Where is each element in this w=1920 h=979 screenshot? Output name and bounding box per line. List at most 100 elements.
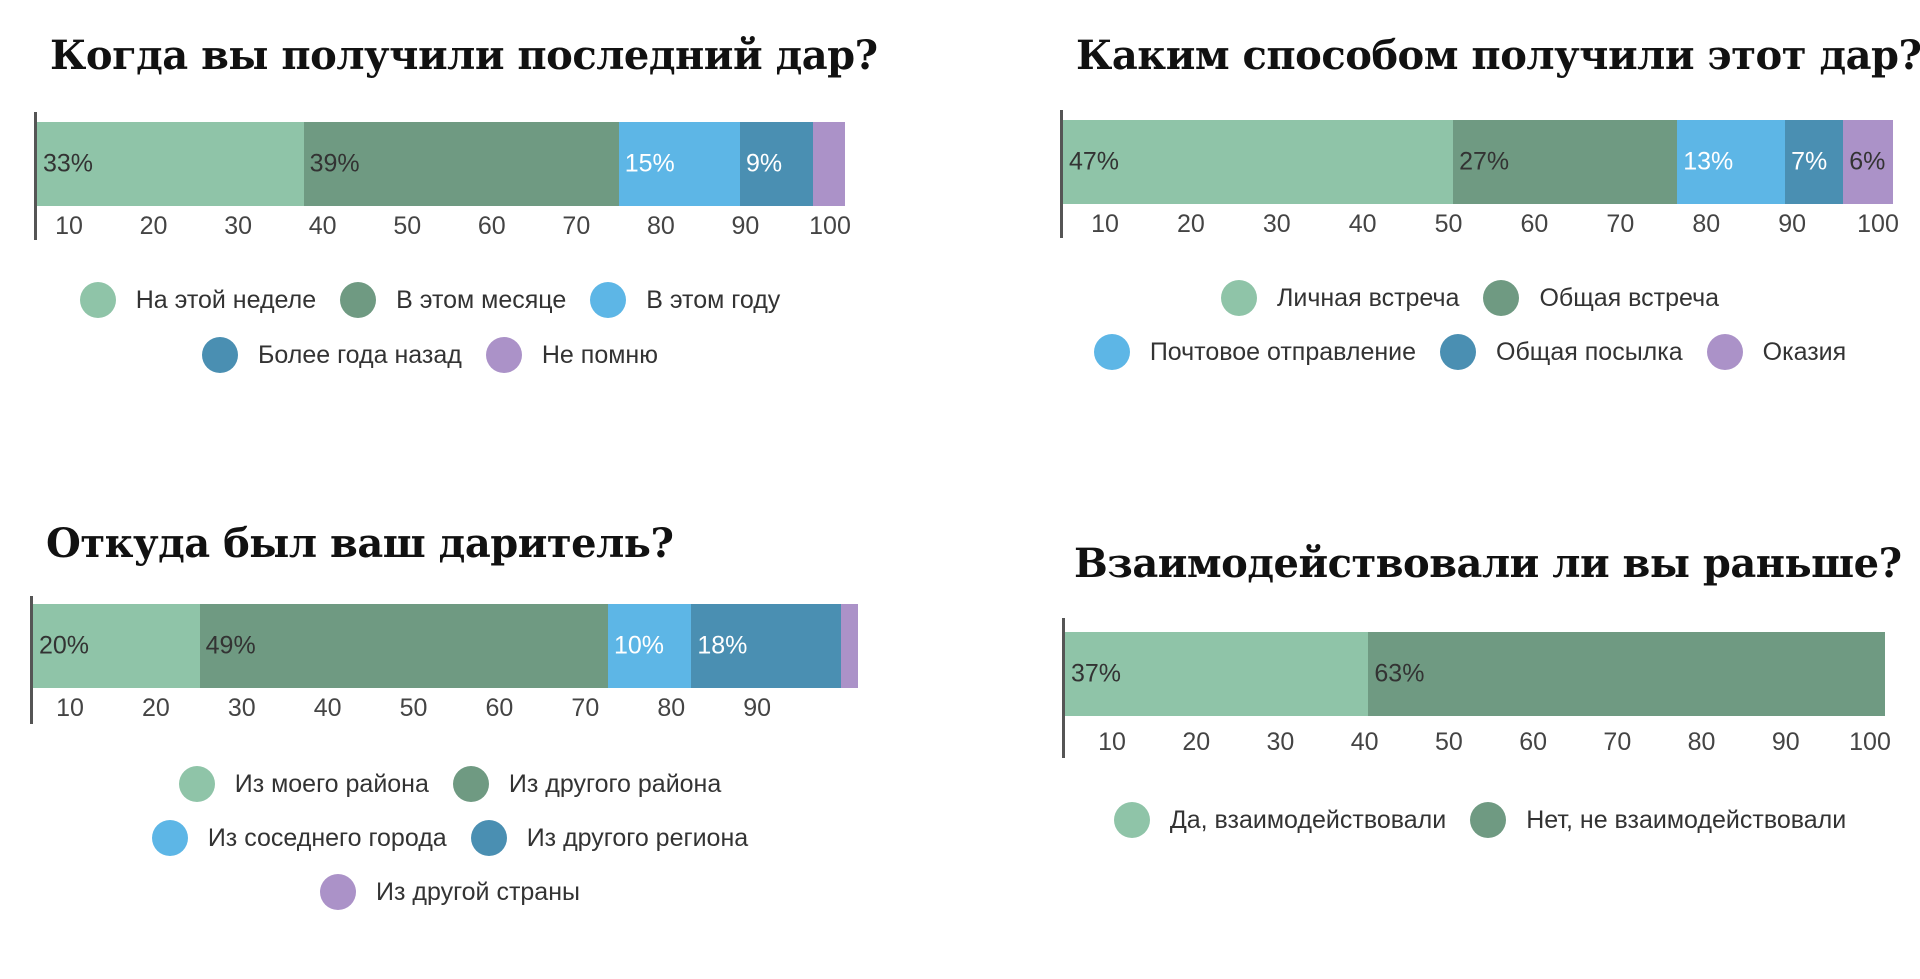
legend-label: Оказия bbox=[1762, 337, 1847, 366]
legend-label: Из другой страны bbox=[375, 877, 580, 906]
legend-label: Общая посылка bbox=[1496, 337, 1683, 366]
bar-segment-0: 33% bbox=[37, 122, 304, 206]
legend-item: Да, взаимодействовали bbox=[1113, 802, 1447, 838]
x-tick-label: 90 bbox=[1771, 728, 1800, 756]
legend-dot-icon bbox=[79, 282, 116, 318]
bar-segment-3: 18% bbox=[691, 604, 842, 688]
legend-item: Из другого района bbox=[452, 766, 721, 802]
legend-row: На этой неделе В этом месяце В этом году bbox=[79, 282, 781, 318]
x-tick-label: 80 bbox=[657, 694, 686, 722]
x-tick-label: 10 bbox=[56, 694, 84, 722]
legend-item: Из другого региона bbox=[470, 820, 749, 856]
stacked-bar: 47% 27% 13% 7% 6% bbox=[1063, 120, 1893, 204]
x-tick-label: 10 bbox=[1098, 728, 1126, 756]
legend-dot-icon bbox=[1220, 280, 1257, 316]
legend-label: Да, взаимодействовали bbox=[1169, 805, 1447, 834]
bar-segment-3: 7% bbox=[1785, 120, 1844, 204]
x-tick-label: 20 bbox=[141, 694, 170, 722]
legend-dot-icon bbox=[485, 337, 522, 373]
legend-label: Не помню bbox=[541, 340, 658, 369]
x-tick-label: 80 bbox=[1687, 728, 1716, 756]
legend-dot-icon bbox=[470, 820, 507, 856]
data-label: 49% bbox=[205, 631, 256, 660]
legend-item: Из соседнего города bbox=[151, 820, 447, 856]
legend-item: Почтовое отправление bbox=[1093, 334, 1416, 370]
x-tick-label: 70 bbox=[1606, 210, 1635, 238]
x-tick-label: 90 bbox=[731, 212, 760, 240]
bar-segment-0: 20% bbox=[33, 604, 200, 688]
x-tick-label: 20 bbox=[139, 212, 168, 240]
data-label: 18% bbox=[697, 631, 748, 660]
legend-label: Личная встреча bbox=[1276, 283, 1460, 312]
x-tick-label: 80 bbox=[646, 212, 675, 240]
legend-dot-icon bbox=[452, 766, 489, 802]
x-tick-label: 20 bbox=[1182, 728, 1211, 756]
stacked-bar: 37% 63% bbox=[1065, 632, 1885, 716]
x-tick-label: 70 bbox=[1603, 728, 1632, 756]
bar-segment-2: 10% bbox=[608, 604, 692, 688]
bar-segment-0: 37% bbox=[1065, 632, 1369, 716]
x-tick-label: 80 bbox=[1692, 210, 1721, 238]
legend-label: Из соседнего города bbox=[207, 823, 447, 852]
x-tick-label: 10 bbox=[1091, 210, 1119, 238]
legend-item: Из другой страны bbox=[319, 874, 580, 910]
legend-row: Из другой страны bbox=[319, 874, 580, 910]
chart-title: Каким способом получили этот дар? bbox=[1076, 32, 1920, 79]
legend-item: В этом месяце bbox=[340, 282, 566, 318]
stacked-bar: 20% 49% 10% 18% bbox=[33, 604, 858, 688]
bar-segment-2: 15% bbox=[618, 122, 740, 206]
x-tick-label: 90 bbox=[1778, 210, 1807, 238]
legend-dot-icon bbox=[1470, 802, 1507, 838]
x-tick-label: 60 bbox=[485, 694, 514, 722]
data-label: 63% bbox=[1374, 659, 1425, 688]
data-label: 13% bbox=[1683, 147, 1734, 176]
x-tick-label: 70 bbox=[571, 694, 600, 722]
legend-label: Из другого региона bbox=[526, 823, 749, 852]
data-label: 6% bbox=[1849, 147, 1886, 176]
bar-segment-1: 39% bbox=[303, 122, 619, 206]
chart-title: Откуда был ваш даритель? bbox=[46, 520, 674, 567]
data-label: 10% bbox=[614, 631, 665, 660]
legend-dot-icon bbox=[1113, 802, 1150, 838]
x-tick-label: 100 bbox=[809, 212, 851, 240]
x-tick-label: 60 bbox=[1520, 210, 1549, 238]
bar-segment-0: 47% bbox=[1063, 120, 1454, 204]
y-axis-line bbox=[1060, 110, 1063, 238]
x-tick-label: 50 bbox=[393, 212, 422, 240]
x-tick-label: 40 bbox=[308, 212, 337, 240]
bar-segment-4: 6% bbox=[1843, 120, 1893, 204]
data-label: 37% bbox=[1071, 659, 1122, 688]
legend-label: В этом году bbox=[646, 285, 781, 314]
legend-row: Да, взаимодействовали Нет, не взаимодейст… bbox=[1113, 802, 1846, 838]
bar-segment-1: 63% bbox=[1368, 632, 1885, 716]
bar-segment-3: 9% bbox=[739, 122, 813, 206]
y-axis-line bbox=[34, 112, 37, 240]
legend-label: В этом месяце bbox=[396, 285, 567, 314]
chart-last-gift-time: Когда вы получили последний дар? 33% 39% 15… bbox=[34, 32, 878, 452]
legend-dot-icon bbox=[590, 282, 627, 318]
x-tick-label: 20 bbox=[1176, 210, 1205, 238]
x-tick-label: 40 bbox=[1348, 210, 1377, 238]
legend-row: Почтовое отправление Общая посылка Оказия bbox=[1093, 334, 1847, 370]
legend-label: Общая встреча bbox=[1539, 283, 1720, 312]
legend-item: Более года назад bbox=[202, 337, 462, 373]
legend-dot-icon bbox=[1483, 280, 1520, 316]
x-tick-label: 40 bbox=[1350, 728, 1379, 756]
legend-item: Оказия bbox=[1706, 334, 1847, 370]
legend-dot-icon bbox=[151, 820, 188, 856]
bar-segment-1: 27% bbox=[1453, 120, 1678, 204]
stacked-bar: 33% 39% 15% 9% bbox=[37, 122, 845, 206]
legend-item: Общая встреча bbox=[1483, 280, 1719, 316]
x-tick-label: 100 bbox=[1849, 728, 1891, 756]
x-tick-label: 30 bbox=[1262, 210, 1291, 238]
legend-dot-icon bbox=[1093, 334, 1130, 370]
legend-row: Более года назад Не помню bbox=[202, 337, 658, 373]
legend-dot-icon bbox=[340, 282, 377, 318]
bar-segment-2: 13% bbox=[1677, 120, 1786, 204]
x-tick-label: 60 bbox=[1519, 728, 1548, 756]
x-tick-label: 10 bbox=[55, 212, 83, 240]
data-label: 7% bbox=[1791, 147, 1828, 176]
bar-segment-4 bbox=[812, 122, 845, 206]
legend-row: Из соседнего города Из другого региона bbox=[151, 820, 749, 856]
legend-label: Из моего района bbox=[234, 769, 429, 798]
